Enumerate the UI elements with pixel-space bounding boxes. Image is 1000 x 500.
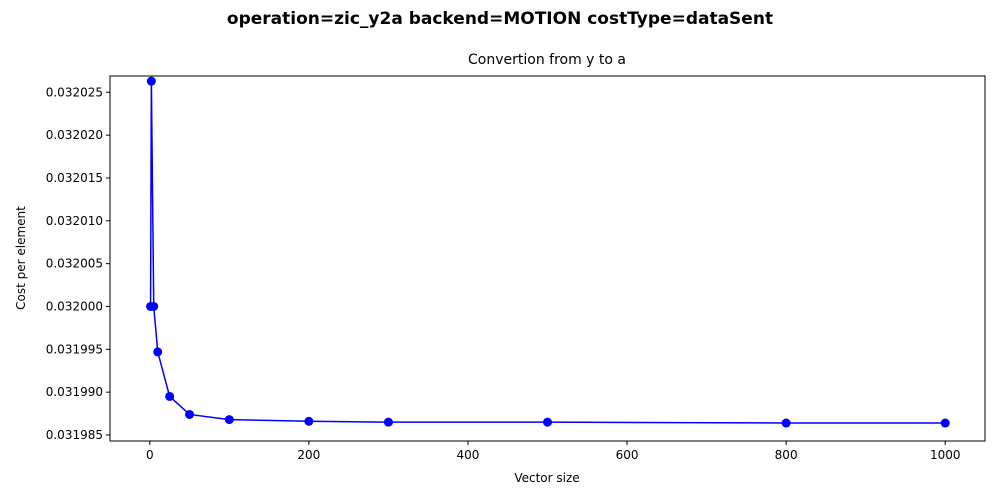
series-layer [146,76,950,428]
y-tick-label: 0.031985 [46,428,103,442]
data-point [153,347,163,357]
x-tick-label: 600 [616,448,639,462]
plot-area-frame [109,75,986,442]
y-tick-label: 0.031990 [46,385,103,399]
x-tick-label: 200 [297,448,320,462]
y-tick-label: 0.031995 [46,342,103,356]
figure-suptitle: operation=zic_y2a backend=MOTION costTyp… [227,9,773,29]
data-point [940,418,950,428]
data-point [781,418,791,428]
data-point [149,301,159,311]
data-point [543,417,552,427]
series-line [149,81,946,424]
y-tick-label: 0.032000 [46,299,103,313]
y-tick-label: 0.032025 [46,85,103,99]
data-point [224,415,234,425]
data-point [185,409,195,419]
y-tick-label: 0.032005 [46,257,103,271]
data-point [146,76,156,86]
data-point [304,416,314,426]
y-tick-label: 0.032015 [46,171,103,185]
data-point [165,391,175,401]
x-tick-label: 400 [457,448,480,462]
x-tick-label: 800 [775,448,798,462]
chart-title: Convertion from y to a [468,52,626,68]
data-point [383,417,393,427]
y-tick-label: 0.032010 [46,214,103,228]
axis-ticks: 0 200 400 600 800 1000 0.031985 0.031990 0.03199… [46,85,961,462]
y-tick-label: 0.032020 [46,128,103,142]
x-tick-label: 1000 [930,448,961,462]
x-axis-label: Vector size [514,471,579,485]
x-tick-label: 0 [146,448,154,462]
y-axis-label: Cost per element [14,206,28,310]
